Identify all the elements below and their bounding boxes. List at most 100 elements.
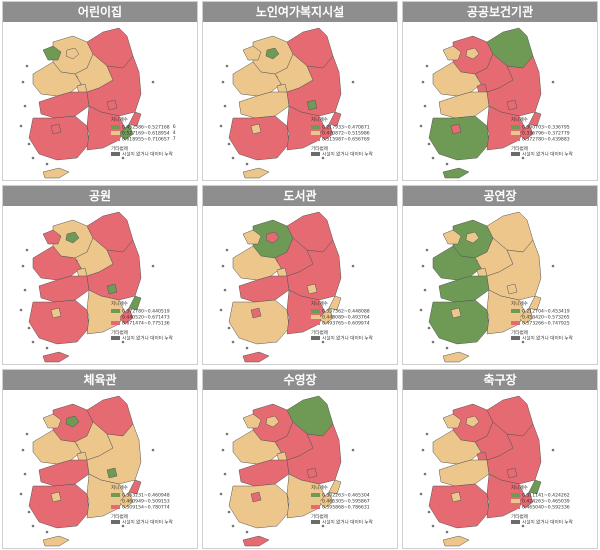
region-seoul [465, 231, 480, 244]
legend-row: 0.453420~0.573265 [511, 314, 597, 321]
map-legend: 지니계수 0.363231~0.460948 0.460949~0.509153 0.… [111, 486, 197, 526]
island-mark [151, 448, 155, 452]
region-jeju [442, 351, 470, 363]
legend-range: 0.372780~0.439883 [522, 137, 570, 143]
legend-count: 6 [172, 125, 176, 131]
legend-range: 0.337362~0.448088 [322, 309, 370, 315]
region-incheon [442, 229, 462, 245]
choropleth-map [419, 395, 555, 547]
island-mark [45, 346, 49, 350]
region-jeju [42, 167, 70, 179]
legend-other-title: 기타범례 [111, 514, 128, 520]
region-daegu [306, 283, 318, 295]
region-daegu [506, 283, 518, 295]
legend-missing-label: 시설이 없거나 데이터 누락 [122, 336, 173, 342]
region-chungnam [432, 61, 482, 97]
island-mark [445, 162, 449, 166]
legend-swatch [111, 498, 120, 503]
region-jeonbuk [238, 459, 290, 487]
island-mark [427, 326, 431, 330]
legend-range: 0.336796~0.372779 [522, 131, 570, 137]
map-legend: 지니계수 0.337362~0.448088 0.448089~0.493764 0.… [311, 302, 397, 342]
legend-swatch [111, 124, 120, 129]
choropleth-map [19, 27, 155, 179]
choropleth-map [419, 27, 555, 179]
island-mark [425, 248, 429, 252]
legend-swatch [311, 136, 320, 141]
legend-swatch [111, 308, 120, 313]
region-chungnam [232, 429, 282, 465]
region-jeonnam [228, 299, 290, 345]
legend-row: 0.311141~0.424262 [511, 492, 597, 499]
region-seoul [65, 231, 80, 244]
legend-swatch [111, 320, 120, 325]
region-jeonbuk [438, 275, 490, 303]
legend-missing-label: 시설이 없거나 데이터 누락 [522, 520, 573, 526]
legend-range: 0.493765~0.609974 [322, 321, 370, 327]
legend-range: 0.424263~0.465039 [522, 499, 570, 505]
region-busan [118, 123, 134, 141]
region-ulsan [128, 111, 142, 127]
legend-missing-label: 시설이 없거나 데이터 누락 [122, 152, 173, 158]
island-mark [121, 340, 125, 344]
island-mark [219, 492, 223, 496]
island-mark [23, 288, 27, 292]
region-seoul [465, 415, 480, 428]
legend-swatch [511, 136, 520, 141]
region-jeonnam [428, 115, 490, 161]
legend-count: 4 [172, 131, 176, 137]
legend-missing-row: 시설이 없거나 데이터 누락 [511, 152, 597, 158]
region-jeonnam [28, 299, 90, 345]
map-panel: 도서관 지니계수 0.337362~0.448088 0.448089~0.49376… [202, 185, 398, 365]
island-mark [245, 530, 249, 534]
region-ulsan [528, 479, 542, 495]
region-ulsan [328, 479, 342, 495]
region-daegu [106, 99, 118, 111]
map-panel: 어린이집 지니계수 0.452586~0.527168 6 0.527169~0.618… [2, 1, 198, 181]
legend-row: 0.573266~0.747925 [511, 320, 597, 327]
legend-row: 0.465040~0.592336 [511, 504, 597, 511]
island-mark [419, 492, 423, 496]
island-mark [27, 510, 31, 514]
region-ulsan [128, 295, 142, 311]
region-busan [518, 307, 534, 325]
region-busan [318, 307, 334, 325]
legend-other-title: 기타범례 [111, 146, 128, 152]
legend-range: 0.465305~0.595867 [322, 499, 370, 505]
legend-row: 0.372780~0.439883 [511, 136, 597, 143]
island-mark [321, 340, 325, 344]
region-daegu [506, 99, 518, 111]
region-seoul [65, 415, 80, 428]
map-legend: 지니계수 0.372780~0.440519 0.440520~0.671473 0.… [111, 302, 197, 342]
region-daegu [506, 467, 518, 479]
legend-missing-swatch [111, 152, 120, 157]
island-mark [27, 142, 31, 146]
region-gwangju [450, 491, 462, 503]
island-mark [223, 288, 227, 292]
island-mark [151, 80, 155, 84]
region-jeonbuk [38, 91, 90, 119]
legend-row: 0.448089~0.493764 [311, 314, 397, 321]
legend-title: 지니계수 [111, 118, 128, 123]
legend-row: 0.212704~0.453419 [511, 308, 597, 315]
legend-missing-label: 시설이 없거나 데이터 누락 [522, 152, 573, 158]
island-mark [19, 492, 23, 496]
region-jeonnam [428, 299, 490, 345]
region-jeju [42, 535, 70, 547]
island-mark [223, 104, 227, 108]
region-busan [318, 491, 334, 509]
region-jeonnam [28, 483, 90, 529]
region-daegu [306, 99, 318, 111]
legend-missing-row: 시설이 없거나 데이터 누락 [311, 336, 397, 342]
region-jeonbuk [438, 91, 490, 119]
island-mark [31, 156, 35, 160]
legend-missing-swatch [511, 152, 520, 157]
map-legend: 지니계수 0.311141~0.424262 0.424263~0.465039 0.… [511, 486, 597, 526]
island-mark [219, 308, 223, 312]
region-chungnam [432, 429, 482, 465]
panel-title: 공공보건기관 [403, 2, 597, 22]
legend-swatch [111, 504, 120, 509]
panel-title: 축구장 [403, 370, 597, 390]
legend-missing-row: 시설이 없거나 데이터 누락 [111, 520, 197, 526]
legend-missing-label: 시설이 없거나 데이터 누락 [522, 336, 573, 342]
